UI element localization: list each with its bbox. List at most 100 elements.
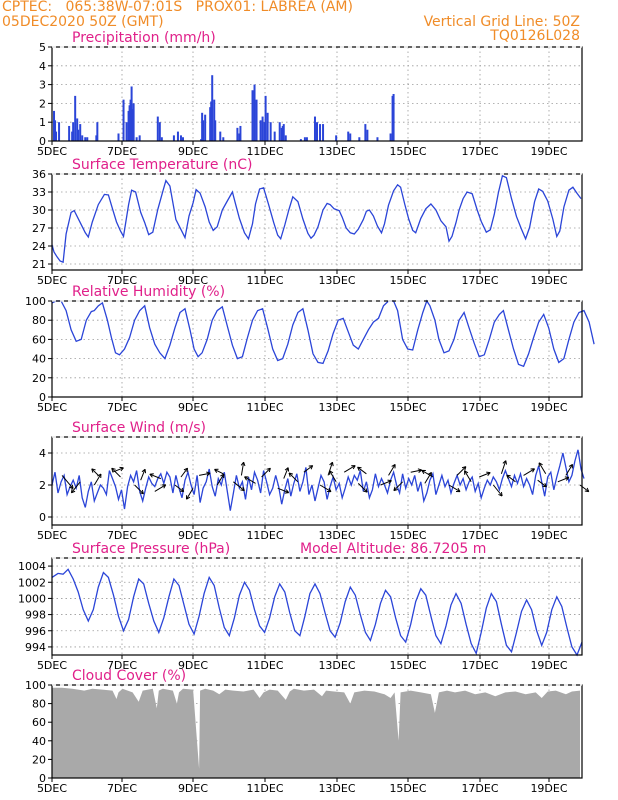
wind-vector bbox=[186, 487, 194, 500]
y-tick-label: 30 bbox=[32, 204, 46, 217]
precip-bar bbox=[236, 127, 239, 141]
precip-bar bbox=[204, 114, 207, 141]
wind-vector bbox=[424, 472, 432, 484]
x-tick-label: 19DEC bbox=[530, 659, 567, 672]
wind-vector bbox=[233, 481, 245, 491]
wind-vector-head bbox=[111, 467, 116, 473]
precip-bar bbox=[72, 122, 75, 141]
wind-vector-head bbox=[564, 476, 570, 481]
precip-bar bbox=[222, 137, 225, 141]
wind-vector bbox=[393, 481, 403, 491]
x-tick-label: 11DEC bbox=[246, 529, 283, 542]
cloud-area bbox=[52, 687, 580, 778]
wind-vector bbox=[410, 469, 422, 473]
y-tick-label: 0 bbox=[39, 135, 46, 148]
wind-vector-head bbox=[461, 466, 467, 471]
x-tick-label: 15DEC bbox=[389, 659, 426, 672]
y-tick-label: 60 bbox=[32, 716, 46, 729]
y-tick-label: 994 bbox=[25, 641, 46, 654]
precip-bar bbox=[138, 135, 141, 141]
y-tick-label: 40 bbox=[32, 353, 46, 366]
precip-bar bbox=[201, 112, 204, 141]
precip-bar bbox=[280, 127, 283, 141]
x-tick-label: 11DEC bbox=[246, 145, 283, 158]
precip-bar bbox=[273, 131, 276, 141]
precip-bar bbox=[322, 124, 325, 141]
wind-vector-head bbox=[498, 491, 503, 497]
x-tick-label: 13DEC bbox=[318, 274, 355, 287]
precip-bar bbox=[158, 122, 161, 141]
panel-title: Surface Wind (m/s) bbox=[72, 420, 206, 436]
wind-vector-head bbox=[206, 471, 211, 477]
wind-vector bbox=[240, 462, 245, 476]
precip-bar bbox=[213, 99, 216, 141]
wind-vector bbox=[329, 470, 337, 483]
x-tick-label: 11DEC bbox=[246, 274, 283, 287]
wind-vector bbox=[448, 484, 461, 493]
precip-bar bbox=[263, 122, 266, 141]
y-tick-label: 2 bbox=[39, 479, 46, 492]
wind-vector-head bbox=[183, 467, 189, 473]
precip-bar bbox=[305, 137, 308, 141]
wind-vector bbox=[319, 484, 332, 493]
x-tick-label: 17DEC bbox=[461, 659, 498, 672]
x-tick-label: 13DEC bbox=[318, 401, 355, 414]
y-tick-label: 33 bbox=[32, 186, 46, 199]
precip-bar bbox=[172, 135, 175, 141]
precip-bar bbox=[202, 120, 205, 141]
y-tick-label: 0 bbox=[39, 391, 46, 404]
wind-vector bbox=[91, 468, 99, 476]
precip-bar bbox=[79, 124, 82, 141]
y-tick-label: 40 bbox=[32, 735, 46, 748]
precip-bar bbox=[127, 110, 130, 141]
wind-vector bbox=[523, 468, 535, 476]
wind-vector bbox=[357, 466, 367, 475]
wind-vector bbox=[174, 484, 185, 493]
y-tick-label: 998 bbox=[25, 609, 46, 622]
precip-bar bbox=[81, 135, 84, 141]
precip-bar bbox=[239, 125, 242, 141]
wind-vector-head bbox=[266, 467, 271, 473]
wind-vector bbox=[134, 484, 144, 495]
wind-vector bbox=[464, 470, 472, 483]
x-tick-label: 5DEC bbox=[37, 782, 67, 795]
header-code: TQ0126L028 bbox=[490, 28, 580, 44]
wind-vector bbox=[537, 479, 547, 488]
x-tick-label: 19DEC bbox=[530, 145, 567, 158]
precip-bar bbox=[316, 122, 318, 141]
wind-vector-head bbox=[506, 474, 511, 480]
wind-vector-head bbox=[502, 460, 507, 465]
wind-vector-head bbox=[141, 468, 147, 474]
precip-bar bbox=[74, 95, 77, 141]
precip-bar bbox=[131, 109, 134, 141]
wind-vector bbox=[180, 467, 188, 478]
precip-bar bbox=[55, 131, 58, 141]
wind-vector bbox=[456, 466, 467, 476]
x-tick-label: 17DEC bbox=[461, 274, 498, 287]
x-tick-label: 13DEC bbox=[318, 659, 355, 672]
y-tick-label: 0 bbox=[39, 511, 46, 524]
precip-bar bbox=[261, 116, 264, 141]
x-tick-label: 7DEC bbox=[107, 145, 137, 158]
wind-vector bbox=[500, 460, 507, 474]
precip-bar bbox=[255, 99, 258, 141]
panel-title: Precipitation (mm/h) bbox=[72, 30, 216, 46]
precip-bar bbox=[335, 135, 338, 141]
wind-vector-head bbox=[149, 473, 154, 478]
panel-frame bbox=[51, 300, 583, 398]
x-tick-label: 11DEC bbox=[246, 782, 283, 795]
precip-bar bbox=[176, 131, 179, 141]
precip-bar bbox=[303, 137, 306, 141]
wind-vector-head bbox=[538, 462, 543, 467]
wind-vector bbox=[283, 467, 289, 479]
wind-vector bbox=[479, 472, 491, 478]
y-tick-label: 996 bbox=[25, 625, 46, 638]
precip-bar bbox=[77, 129, 80, 141]
x-tick-label: 5DEC bbox=[37, 401, 67, 414]
x-tick-label: 9DEC bbox=[178, 145, 208, 158]
precip-bar bbox=[392, 94, 395, 141]
x-tick-label: 11DEC bbox=[246, 659, 283, 672]
precip-bar bbox=[214, 120, 217, 141]
x-tick-label: 15DEC bbox=[389, 529, 426, 542]
